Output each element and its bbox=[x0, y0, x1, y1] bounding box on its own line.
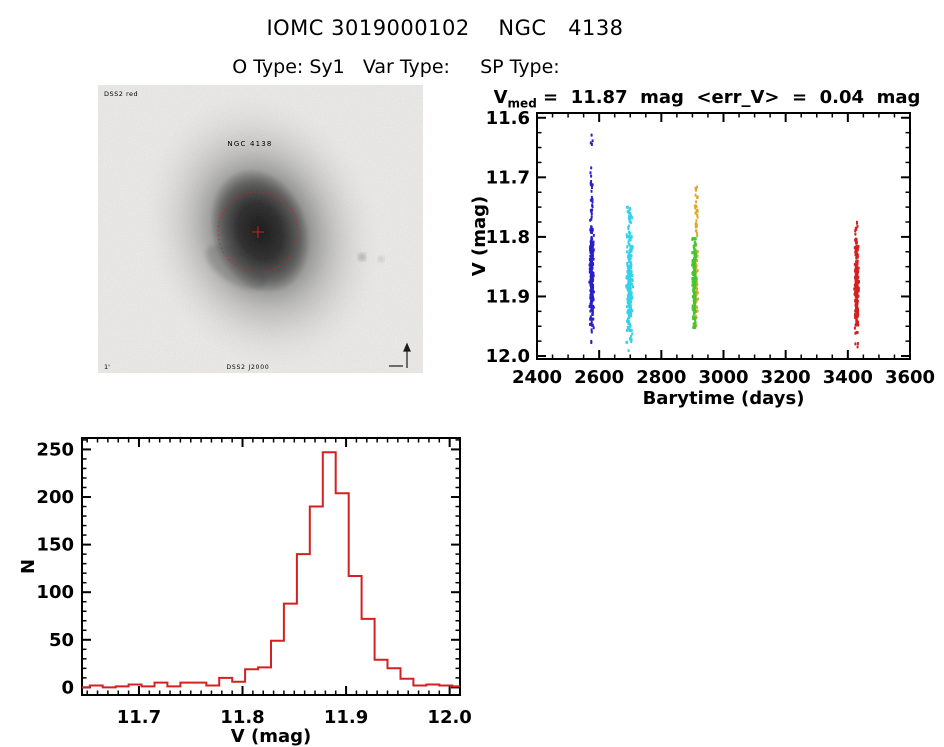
svg-text:11.7: 11.7 bbox=[486, 167, 530, 188]
coordinates-label: DSS2 J2000 bbox=[226, 364, 269, 371]
histogram-plot: 11.7 11.8 11.9 12.0 0 50 100 150 200 250 V (mag) N bbox=[20, 437, 472, 747]
lightcurve-tick-labels: 2400 2600 2800 3000 3200 3400 3600 11.6 11.7 11.8… bbox=[486, 108, 935, 388]
lightcurve-y-axis-label: V (mag) bbox=[469, 196, 490, 276]
series-epoch-2-points bbox=[625, 205, 634, 353]
scale-label: 1' bbox=[104, 363, 110, 371]
svg-text:250: 250 bbox=[36, 439, 74, 460]
lightcurve-title-rest: = 11.87 mag <err_V> = 0.04 mag bbox=[536, 87, 921, 108]
photometric-aperture-circle bbox=[217, 191, 299, 273]
image-noise-overlay bbox=[98, 85, 423, 373]
svg-text:11.9: 11.9 bbox=[486, 286, 530, 307]
svg-text:3600: 3600 bbox=[885, 367, 935, 388]
lightcurve-plot: 2400 2600 2800 3000 3200 3400 3600 11.6 11.7 11.8… bbox=[469, 108, 935, 409]
histogram-x-axis-label: V (mag) bbox=[231, 726, 311, 747]
svg-text:100: 100 bbox=[36, 582, 74, 603]
svg-text:11.6: 11.6 bbox=[486, 108, 530, 129]
lightcurve-title-sub: med bbox=[507, 96, 537, 111]
svg-text:2400: 2400 bbox=[512, 367, 562, 388]
histogram-tick-labels: 11.7 11.8 11.9 12.0 0 50 100 150 200 250 bbox=[36, 439, 471, 728]
survey-label: DSS2 red bbox=[104, 90, 138, 98]
histogram-y-axis-label: N bbox=[20, 559, 39, 574]
svg-text:0: 0 bbox=[61, 677, 74, 698]
finding-chart-image: DSS2 red NGC 4138 1' DSS2 J2000 bbox=[98, 85, 423, 373]
target-label: NGC 4138 bbox=[227, 140, 272, 148]
svg-text:11.8: 11.8 bbox=[220, 707, 264, 728]
histogram-axes bbox=[81, 437, 461, 696]
svg-text:2800: 2800 bbox=[636, 367, 686, 388]
lightcurve-x-axis-label: Barytime (days) bbox=[643, 388, 805, 409]
target-cross-marker bbox=[252, 226, 264, 238]
object-type-line: O Type: Sy1 Var Type: SP Type: bbox=[232, 56, 560, 78]
svg-text:11.9: 11.9 bbox=[324, 707, 368, 728]
svg-text:50: 50 bbox=[49, 630, 74, 651]
compass-icon bbox=[389, 342, 411, 368]
series-epoch-4-points bbox=[691, 237, 698, 329]
lightcurve-title-v: V bbox=[493, 87, 508, 108]
svg-text:3400: 3400 bbox=[823, 367, 873, 388]
lightcurve-title: Vmed = 11.87 mag <err_V> = 0.04 mag bbox=[470, 87, 944, 111]
lightcurve-axes bbox=[536, 112, 911, 360]
series-epoch-5-points bbox=[853, 220, 860, 349]
histogram-step-outline bbox=[82, 451, 460, 689]
svg-text:11.8: 11.8 bbox=[486, 227, 530, 248]
svg-text:12.0: 12.0 bbox=[486, 346, 530, 367]
series-epoch-1-points bbox=[588, 133, 595, 344]
svg-text:11.7: 11.7 bbox=[117, 707, 161, 728]
svg-text:3200: 3200 bbox=[761, 367, 811, 388]
svg-text:12.0: 12.0 bbox=[427, 707, 471, 728]
svg-text:3000: 3000 bbox=[698, 367, 748, 388]
svg-text:150: 150 bbox=[36, 535, 74, 556]
svg-text:200: 200 bbox=[36, 487, 74, 508]
lightcurve-data-points bbox=[588, 133, 860, 353]
svg-text:2600: 2600 bbox=[574, 367, 624, 388]
page-title: IOMC 3019000102 NGC 4138 bbox=[266, 16, 624, 40]
